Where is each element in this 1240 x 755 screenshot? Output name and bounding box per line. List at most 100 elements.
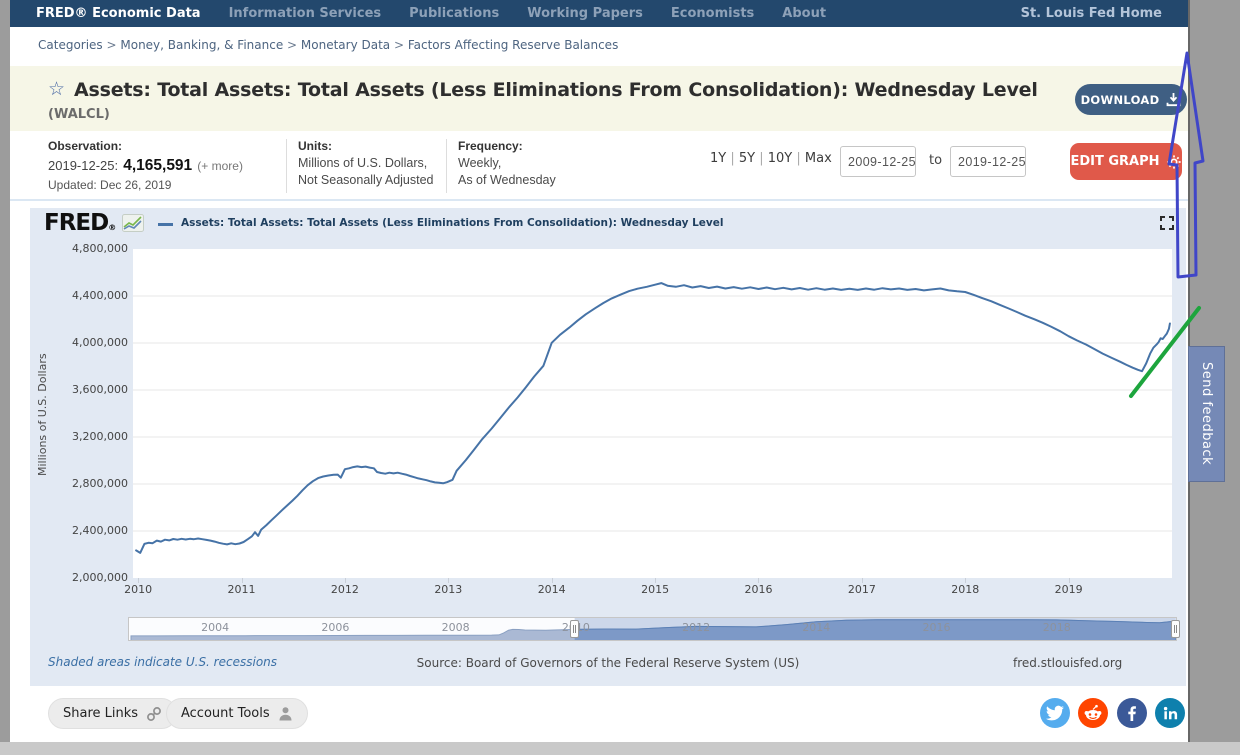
breadcrumb-link[interactable]: Factors Affecting Reserve Balances — [407, 38, 619, 52]
twitter-share-button[interactable] — [1040, 698, 1070, 728]
y-tick-label: 3,200,000 — [72, 430, 128, 443]
breadcrumb-separator: > — [390, 38, 408, 52]
reddit-icon — [1084, 704, 1102, 720]
x-tick-mark — [655, 578, 657, 583]
slider-year-label: 2004 — [201, 621, 230, 634]
fred-site-link[interactable]: fred.stlouisfed.org — [1013, 656, 1123, 670]
range-presets: 1Y | 5Y | 10Y | Max — [710, 151, 832, 166]
x-tick-label: 2012 — [330, 583, 359, 596]
favorite-star-icon[interactable]: ☆ — [48, 78, 66, 100]
send-feedback-tab[interactable]: Send feedback — [1188, 346, 1225, 482]
fred-brand-link[interactable]: FRED® Economic Data — [36, 6, 201, 21]
data-series-line — [135, 282, 1171, 554]
observation-line: 2019-12-25: 4,165,591 (+ more) — [48, 155, 243, 175]
series-id: (WALCL) — [48, 107, 110, 122]
y-tick-label: 4,400,000 — [72, 289, 128, 302]
share-links-label: Share Links — [63, 706, 139, 721]
slider-year-label: 2012 — [682, 621, 711, 634]
y-axis-title: Millions of U.S. Dollars — [36, 353, 49, 477]
legend-label: Assets: Total Assets: Total Assets (Less… — [181, 217, 724, 229]
nav-item-working-papers[interactable]: Working Papers — [527, 6, 643, 21]
facebook-icon — [1128, 706, 1136, 721]
plot-area — [133, 249, 1172, 578]
x-tick-mark — [965, 578, 967, 583]
slider-area-selected — [574, 619, 1176, 641]
fullscreen-icon[interactable] — [1160, 216, 1174, 230]
slider-handle-left[interactable] — [570, 620, 580, 638]
fred-logo-chart-icon — [122, 214, 144, 232]
linkedin-icon — [1163, 706, 1178, 720]
x-tick-label: 2018 — [951, 583, 980, 596]
units-value-1: Millions of U.S. Dollars, — [298, 156, 428, 170]
recessions-note-link[interactable]: Shaded areas indicate U.S. recessions — [48, 655, 278, 669]
nav-item-publications[interactable]: Publications — [409, 6, 500, 21]
x-tick-mark — [861, 578, 863, 583]
fred-chart-logo: FRED® — [44, 210, 116, 236]
nav-item-about[interactable]: About — [782, 6, 827, 21]
updated-timestamp: Updated: Dec 26, 2019 — [48, 178, 172, 192]
frequency-value-2: As of Wednesday — [458, 173, 556, 187]
range-preset-5y[interactable]: 5Y — [738, 151, 756, 166]
units-label: Units: — [298, 139, 332, 153]
y-tick-label: 4,800,000 — [72, 242, 128, 255]
person-icon — [279, 707, 292, 721]
nav-item-economists[interactable]: Economists — [670, 6, 755, 21]
title-band — [10, 66, 1188, 131]
frequency-value-1: Weekly, — [458, 156, 502, 170]
to-label: to — [929, 153, 943, 168]
bottom-strip — [0, 742, 1240, 755]
handle-grip — [1174, 625, 1178, 633]
info-separator — [10, 199, 1188, 201]
breadcrumb: Categories > Money, Banking, & Finance >… — [10, 27, 1188, 64]
y-tick-label: 4,000,000 — [72, 336, 128, 349]
x-tick-mark — [344, 578, 346, 583]
slider-year-label: 2006 — [321, 621, 350, 634]
edit-graph-label: EDIT GRAPH — [1070, 154, 1160, 169]
x-tick-label: 2016 — [744, 583, 773, 596]
range-preset-1y[interactable]: 1Y — [710, 151, 727, 166]
reddit-share-button[interactable] — [1078, 698, 1108, 728]
range-preset-10y[interactable]: 10Y — [767, 151, 793, 166]
linkedin-share-button[interactable] — [1155, 698, 1185, 728]
x-tick-label: 2015 — [641, 583, 670, 596]
breadcrumb-separator: > — [102, 38, 121, 52]
end-date-input[interactable] — [950, 146, 1026, 177]
breadcrumb-link[interactable]: Monetary Data — [300, 38, 391, 52]
stlouis-fed-home-link[interactable]: St. Louis Fed Home — [1020, 6, 1162, 21]
observation-value: 4,165,591 — [123, 157, 193, 174]
x-tick-mark — [758, 578, 760, 583]
facebook-share-button[interactable] — [1117, 698, 1147, 728]
x-tick-mark — [138, 578, 140, 583]
x-tick-mark — [1068, 578, 1070, 583]
nav-item-information-services[interactable]: Information Services — [228, 6, 382, 21]
slider-year-label: 2018 — [1042, 621, 1071, 634]
x-tick-label: 2019 — [1054, 583, 1083, 596]
more-observations-link[interactable]: (+ more) — [197, 159, 243, 173]
y-tick-label: 3,600,000 — [72, 383, 128, 396]
units-value-2: Not Seasonally Adjusted — [298, 173, 434, 187]
observation-date: 2019-12-25: — [48, 158, 119, 173]
slider-handle-right[interactable] — [1171, 620, 1181, 638]
top-navbar: FRED® Economic Data Information Services… — [10, 0, 1188, 27]
account-tools-button[interactable]: Account Tools — [166, 698, 308, 729]
edit-graph-button[interactable]: EDIT GRAPH — [1070, 143, 1182, 180]
x-tick-mark — [241, 578, 243, 583]
handle-grip — [573, 625, 577, 633]
download-icon — [1167, 93, 1181, 107]
account-tools-label: Account Tools — [181, 706, 270, 721]
divider — [446, 139, 447, 193]
preset-separator: | — [726, 151, 739, 166]
x-tick-label: 2010 — [124, 583, 153, 596]
range-preset-max[interactable]: Max — [804, 151, 832, 166]
share-links-button[interactable]: Share Links — [48, 698, 178, 729]
date-range-slider[interactable] — [128, 617, 1177, 642]
y-tick-label: 2,800,000 — [72, 477, 128, 490]
observation-label: Observation: — [48, 139, 123, 153]
breadcrumb-link[interactable]: Money, Banking, & Finance — [120, 38, 284, 52]
y-tick-label: 2,000,000 — [72, 571, 128, 584]
x-tick-mark — [551, 578, 553, 583]
breadcrumb-link[interactable]: Categories — [38, 38, 103, 52]
start-date-input[interactable] — [840, 146, 916, 177]
x-tick-label: 2017 — [847, 583, 876, 596]
download-button[interactable]: DOWNLOAD — [1075, 84, 1187, 115]
